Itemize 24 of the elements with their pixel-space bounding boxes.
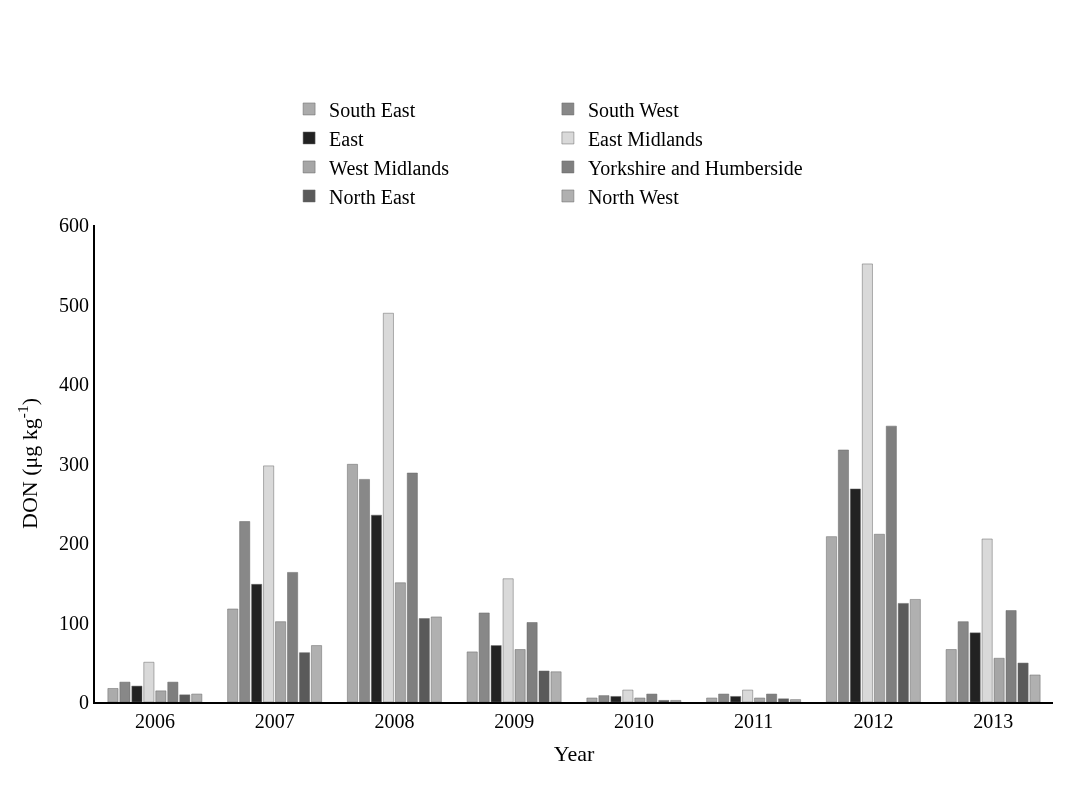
y-tick-label: 300: [59, 452, 89, 475]
x-tick-label: 2013: [973, 710, 1014, 732]
x-tick-label: 2008: [374, 710, 415, 732]
x-tick-label: 2012: [853, 710, 894, 732]
x-tick-label: 2006: [134, 710, 175, 732]
x-tick-label: 2009: [494, 710, 535, 732]
legend-label: East Midlands: [587, 127, 704, 150]
y-tick-label: 200: [59, 532, 89, 554]
legend-label: North West: [587, 185, 680, 208]
legend-label: East: [329, 127, 364, 150]
x-tick-label: 2011: [734, 710, 774, 732]
legend-label: Yorkshire and Humberside: [587, 156, 803, 179]
x-tick-label: 2007: [254, 710, 295, 732]
x-axis-title: Year: [553, 741, 595, 767]
x-tick-label: 2010: [613, 710, 654, 732]
legend-label: West Midlands: [329, 156, 450, 179]
legend-label: South East: [329, 98, 416, 121]
legend-label: South West: [587, 98, 680, 121]
y-tick-label: 0: [79, 691, 89, 713]
y-tick-label: 400: [59, 373, 89, 395]
y-tick-label: 500: [59, 293, 89, 316]
y-tick-label: 600: [59, 214, 89, 236]
y-tick-label: 100: [59, 611, 89, 634]
legend-label: North East: [329, 185, 416, 208]
